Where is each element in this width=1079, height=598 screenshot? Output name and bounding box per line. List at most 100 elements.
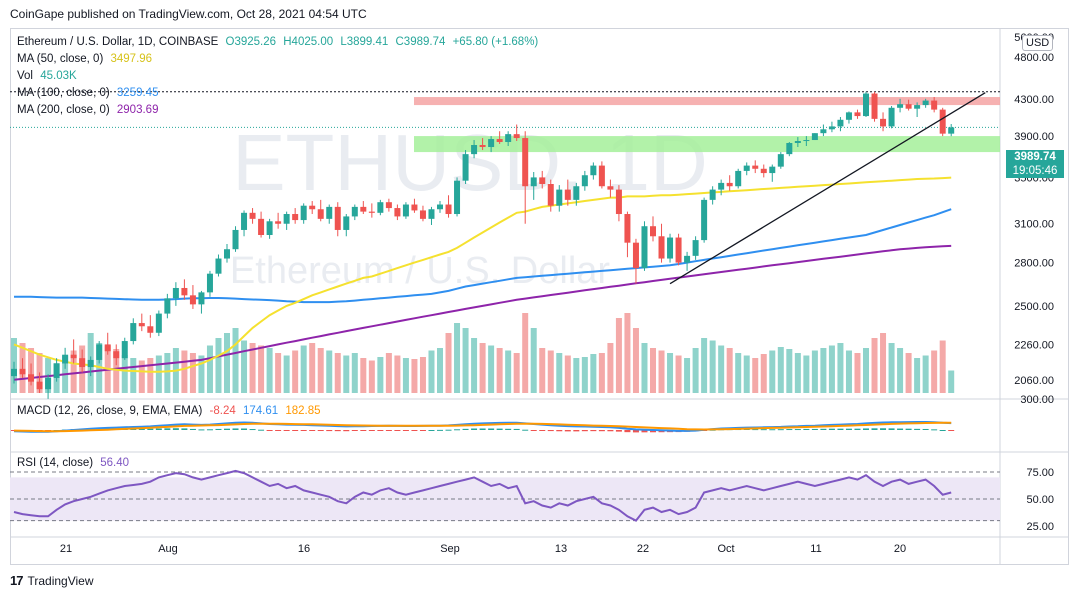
- candle-body: [710, 190, 716, 200]
- candle-body: [437, 205, 443, 210]
- ma100-label: MA (100, close, 0): [17, 87, 110, 99]
- macd-histogram-bar: [880, 428, 886, 430]
- macd-histogram-bar: [940, 430, 946, 431]
- ma200-label: MA (200, close, 0): [17, 104, 110, 116]
- volume-bar: [863, 348, 869, 393]
- candle-body: [948, 127, 954, 133]
- candle-body: [829, 126, 835, 129]
- volume-bar: [752, 358, 758, 393]
- macd-histogram-bar: [471, 429, 477, 431]
- time-axis-label: Aug: [158, 543, 178, 555]
- macd-histogram-bar: [761, 429, 767, 430]
- time-axis-label: 16: [298, 543, 310, 555]
- volume-bar: [633, 328, 639, 393]
- candle-body: [744, 166, 750, 171]
- macd-histogram-bar: [906, 429, 912, 430]
- volume-bar: [599, 353, 605, 393]
- candle-body: [616, 190, 622, 214]
- volume-bar: [488, 346, 494, 394]
- candle-body: [377, 202, 383, 213]
- macd-histogram-bar: [318, 430, 324, 431]
- candle-body: [480, 145, 486, 147]
- candle-body: [565, 190, 571, 200]
- candle-body: [446, 205, 452, 214]
- volume-bar: [803, 356, 809, 394]
- candle-body: [403, 205, 409, 217]
- candle-body: [411, 205, 417, 211]
- candle-body: [752, 166, 758, 169]
- time-axis-label: 20: [894, 543, 906, 555]
- candle-body: [556, 190, 562, 206]
- candle-body: [914, 105, 920, 109]
- candle-body: [590, 166, 596, 176]
- volume-bar: [352, 353, 358, 393]
- volume-bar: [889, 343, 895, 393]
- candle-body: [88, 360, 94, 367]
- tradingview-footer[interactable]: 17 TradingView: [10, 573, 94, 588]
- candle-body: [369, 212, 375, 213]
- macd-value-1: -8.24: [210, 405, 236, 417]
- macd-histogram-bar: [173, 428, 179, 430]
- candle-body: [343, 216, 349, 230]
- volume-bar: [837, 343, 843, 393]
- volume-bar: [906, 353, 912, 393]
- macd-histogram-bar: [403, 430, 409, 431]
- candle-body: [37, 382, 43, 390]
- volume-bar: [505, 351, 511, 394]
- candle-body: [641, 226, 647, 268]
- candle-body: [454, 181, 460, 214]
- candle-body: [54, 363, 60, 377]
- volume-bar: [727, 348, 733, 393]
- volume-bar: [718, 346, 724, 394]
- candle-body: [522, 138, 528, 186]
- volume-bar: [164, 353, 170, 393]
- candle-body: [318, 209, 324, 219]
- candle-body: [147, 326, 153, 332]
- volume-bar: [650, 348, 656, 393]
- volume-bar: [659, 351, 665, 394]
- candle-body: [173, 288, 179, 298]
- macd-histogram-bar: [454, 429, 460, 430]
- rsi-label: RSI (14, close): [17, 457, 93, 469]
- currency-button[interactable]: USD: [1022, 35, 1053, 51]
- tradingview-brand: TradingView: [27, 574, 93, 588]
- macd-histogram-bar: [335, 430, 341, 431]
- volume-bar: [582, 357, 588, 393]
- volume-bar: [761, 354, 767, 393]
- candle-body: [181, 288, 187, 295]
- volume-bar: [778, 347, 784, 393]
- macd-histogram-bar: [863, 428, 869, 430]
- time-axis-label: 21: [60, 543, 72, 555]
- volume-legend: Vol 45.03K: [17, 70, 81, 82]
- volume-bar: [616, 318, 622, 393]
- volume-bar: [820, 348, 826, 393]
- candle-body: [352, 207, 358, 217]
- candle-body: [105, 344, 111, 351]
- candle-body: [693, 240, 699, 256]
- volume-bar: [565, 356, 571, 394]
- candle-body: [335, 207, 341, 230]
- volume-bar: [556, 353, 562, 393]
- candle-body: [659, 236, 665, 258]
- volume-bar: [812, 351, 818, 394]
- macd-histogram-bar: [539, 430, 545, 431]
- volume-bar: [292, 351, 298, 394]
- macd-histogram-bar: [795, 429, 801, 430]
- candle-body: [778, 154, 784, 167]
- volume-bar: [181, 351, 187, 394]
- volume-bar: [471, 338, 477, 393]
- candle-body: [854, 112, 860, 116]
- candle-body: [607, 186, 613, 189]
- volume-bar: [122, 355, 128, 393]
- macd-histogram-bar: [164, 428, 170, 430]
- macd-histogram-bar: [846, 429, 852, 430]
- volume-bar: [207, 346, 213, 394]
- volume-bar: [403, 358, 409, 393]
- volume-bar: [931, 351, 937, 394]
- candle-body: [727, 183, 733, 186]
- macd-histogram-bar: [428, 430, 434, 431]
- ma50-label: MA (50, close, 0): [17, 53, 103, 65]
- volume-bar: [829, 346, 835, 394]
- candle-body: [156, 314, 162, 333]
- time-axis-label: 11: [810, 543, 821, 555]
